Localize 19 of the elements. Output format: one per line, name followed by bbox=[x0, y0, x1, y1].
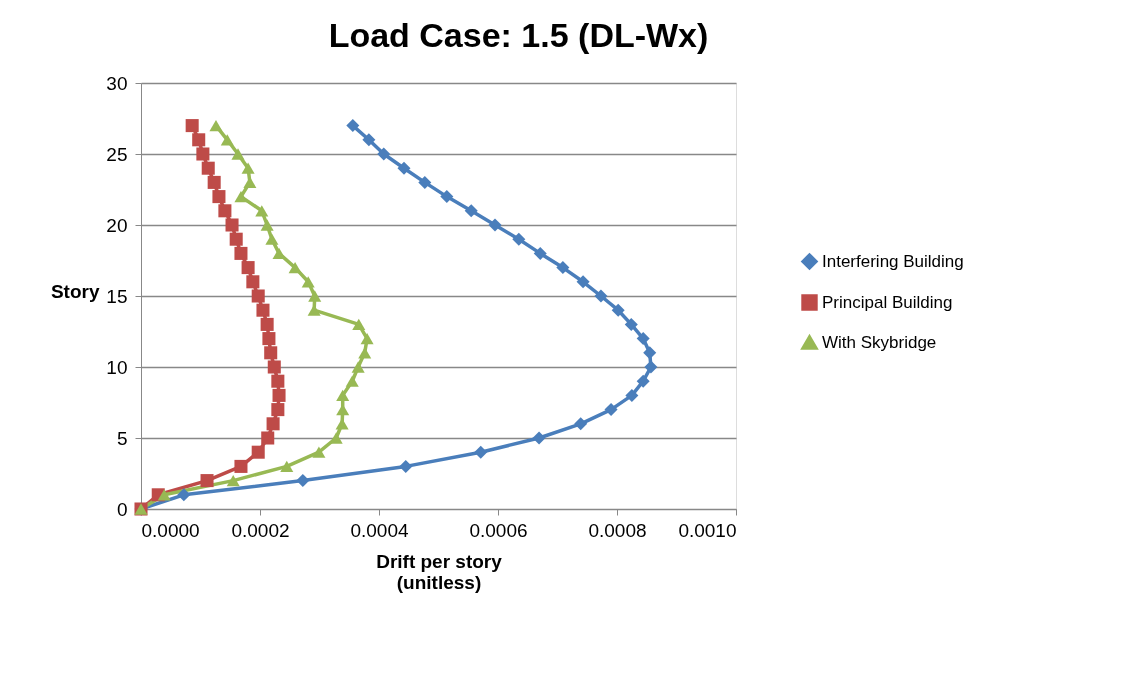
y-tick-label: 20 bbox=[106, 214, 128, 236]
x-tick-label: 0.0002 bbox=[231, 519, 290, 541]
y-tick-label: 30 bbox=[106, 72, 128, 94]
y-tick-label: 5 bbox=[116, 427, 128, 449]
y-axis-title: Story bbox=[50, 280, 100, 302]
x-tick-label: 0.0006 bbox=[469, 519, 528, 541]
y-tick-label: 15 bbox=[106, 285, 128, 307]
x-tick-label: 0.0000 bbox=[141, 519, 200, 541]
legend-label: Interfering Building bbox=[822, 251, 964, 271]
y-tick-label: 0 bbox=[116, 498, 128, 520]
x-tick-label: 0.0010 bbox=[678, 519, 737, 541]
x-tick-label: 0.0004 bbox=[350, 519, 409, 541]
y-tick-label: 25 bbox=[106, 143, 128, 165]
legend-label: Principal Building bbox=[822, 292, 953, 312]
x-tick-label: 0.0008 bbox=[588, 519, 647, 541]
legend-label: With Skybridge bbox=[822, 332, 937, 352]
x-axis-title: Drift per story (unitless) bbox=[376, 550, 503, 593]
y-tick-label: 10 bbox=[106, 356, 128, 378]
chart-title: Load Case: 1.5 (DL-Wx) bbox=[328, 16, 709, 54]
